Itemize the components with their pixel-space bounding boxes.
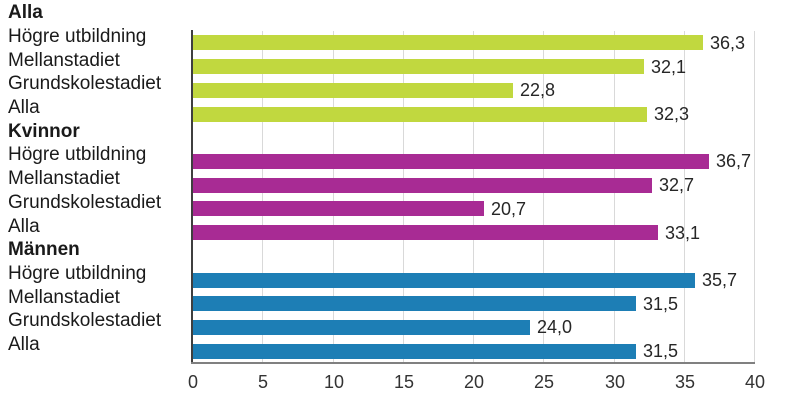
gridline (614, 31, 615, 363)
bar-value-label: 22,8 (520, 80, 556, 100)
x-tick-label: 35 (674, 372, 696, 392)
bar-value-label: 20,7 (491, 199, 527, 219)
category-label: Högre utbildning (8, 263, 147, 284)
bar (193, 296, 636, 311)
bar (193, 225, 658, 240)
gridline (262, 31, 263, 363)
bar-value-label: 32,3 (654, 104, 690, 124)
gridline (543, 31, 544, 363)
x-tick-label: 25 (533, 372, 555, 392)
x-tick-label: 20 (463, 372, 485, 392)
gridline (473, 31, 474, 363)
category-label: Mellanstadiet (8, 50, 120, 71)
bar (193, 59, 644, 74)
category-label: Mellanstadiet (8, 168, 120, 189)
bar (193, 320, 530, 335)
x-axis-line (191, 362, 755, 364)
bar (193, 178, 652, 193)
bar (193, 83, 513, 98)
bar-value-label: 35,7 (702, 270, 738, 290)
plot-area: 36,3 32,1 22,8 32,3 36,7 32,7 20,7 33,1 35,7 31,5… (193, 31, 755, 363)
x-tick-label: 0 (187, 372, 199, 392)
category-label: Grundskolestadiet (8, 73, 162, 94)
bar-value-label: 31,5 (643, 294, 679, 314)
group-label: Kvinnor (8, 121, 80, 142)
category-label: Grundskolestadiet (8, 310, 162, 331)
bar-value-label: 32,7 (659, 175, 695, 195)
bar-value-label: 32,1 (651, 57, 687, 77)
x-tick-label: 10 (323, 372, 345, 392)
x-tick-label: 40 (744, 372, 766, 392)
bar-value-label: 36,3 (710, 33, 746, 53)
group-label: Männen (8, 239, 80, 260)
category-label: Alla (8, 216, 40, 237)
bar-value-label: 33,1 (665, 223, 701, 243)
x-tick-label: 15 (393, 372, 415, 392)
category-label: Högre utbildning (8, 144, 147, 165)
bar (193, 35, 703, 50)
category-label: Grundskolestadiet (8, 192, 162, 213)
bar (193, 154, 709, 169)
y-axis-line (191, 30, 193, 364)
bar (193, 344, 636, 359)
category-label: Mellanstadiet (8, 287, 120, 308)
category-label: Alla (8, 334, 40, 355)
bar-value-label: 24,0 (537, 317, 573, 337)
bar-value-label: 31,5 (643, 341, 679, 361)
x-tick-label: 30 (604, 372, 626, 392)
group-label: Alla (8, 2, 43, 23)
bar-value-label: 36,7 (716, 151, 752, 171)
category-label: Högre utbildning (8, 26, 147, 47)
gridline (684, 31, 685, 363)
bar (193, 273, 695, 288)
x-tick-label: 5 (257, 372, 269, 392)
gridline (403, 31, 404, 363)
gridline (754, 31, 755, 363)
bar (193, 107, 647, 122)
bar (193, 201, 484, 216)
gridline (333, 31, 334, 363)
category-label: Alla (8, 97, 40, 118)
